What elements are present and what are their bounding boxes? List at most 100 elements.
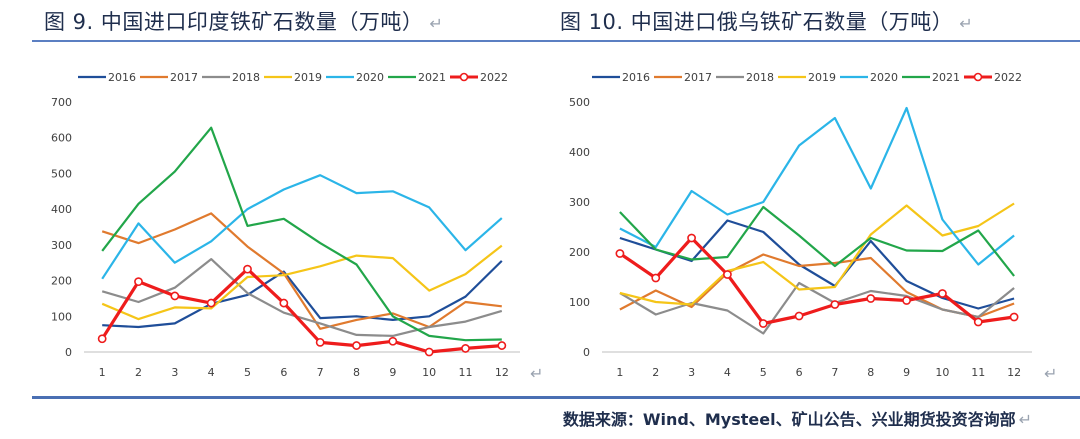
data-point-2022 <box>687 233 696 243</box>
x-tick-label: 12 <box>1007 366 1021 379</box>
data-point-2022 <box>1009 312 1019 322</box>
y-tick-label: 200 <box>569 246 590 259</box>
x-tick-label: 8 <box>353 366 360 379</box>
return-mark: ↵ <box>1018 410 1032 429</box>
legend-item-2016: 2016 <box>592 71 650 84</box>
legend-item-2022: 2022 <box>964 71 1022 84</box>
legend-marker <box>973 72 983 82</box>
data-point-2022 <box>794 311 804 321</box>
y-tick-label: 100 <box>51 310 72 323</box>
chart-title-india: 图 9. 中国进口印度铁矿石数量（万吨） ↵ <box>44 6 443 36</box>
legend-item-2019: 2019 <box>778 71 836 84</box>
legend-item-2017: 2017 <box>140 71 198 84</box>
y-tick-label: 700 <box>51 96 72 109</box>
legend-label: 2022 <box>480 71 508 84</box>
legend-label: 2020 <box>356 71 384 84</box>
chart-title-russia-ukraine: 图 10. 中国进口俄乌铁矿石数量（万吨） ↵ <box>560 6 973 36</box>
y-tick-label: 400 <box>51 203 72 216</box>
series-line-2020 <box>101 174 503 280</box>
data-point-2022 <box>352 341 361 350</box>
legend-item-2019: 2019 <box>264 71 322 84</box>
legend-label: 2019 <box>294 71 322 84</box>
legend-item-2022: 2022 <box>450 71 508 84</box>
source-note: 数据来源：Wind、Mysteel、矿山公告、兴业期货投资咨询部 ↵ <box>563 406 1032 430</box>
legend-item-2021: 2021 <box>902 71 960 84</box>
x-tick-label: 12 <box>495 366 509 379</box>
x-tick-label: 1 <box>99 366 106 379</box>
x-tick-label: 5 <box>244 366 251 379</box>
series-line-2020 <box>619 106 1015 266</box>
x-tick-label: 10 <box>935 366 949 379</box>
y-tick-label: 500 <box>51 167 72 180</box>
data-point-2022 <box>723 270 732 279</box>
x-tick-label: 3 <box>688 366 695 379</box>
data-point-2022 <box>461 344 470 353</box>
data-point-2022 <box>497 341 507 350</box>
series-line-2016 <box>102 260 503 329</box>
data-point-2022 <box>170 291 180 301</box>
legend-item-2017: 2017 <box>654 71 712 84</box>
x-tick-label: 5 <box>760 366 767 379</box>
x-tick-label: 2 <box>135 366 142 379</box>
legend-label: 2020 <box>870 71 898 84</box>
legend-label: 2018 <box>232 71 260 84</box>
source-text: 数据来源：Wind、Mysteel、矿山公告、兴业期货投资咨询部 <box>562 410 1016 429</box>
x-tick-label: 6 <box>796 366 803 379</box>
top-divider <box>32 40 1080 42</box>
y-tick-label: 200 <box>51 275 72 288</box>
legend-item-2018: 2018 <box>202 71 260 84</box>
series-line-2018 <box>101 258 503 337</box>
y-tick-label: 300 <box>51 239 72 252</box>
y-tick-label: 400 <box>569 146 590 159</box>
x-tick-label: 6 <box>280 366 287 379</box>
data-point-2022 <box>758 319 768 328</box>
data-point-2022 <box>315 337 325 347</box>
x-tick-label: 10 <box>422 366 436 379</box>
legend-label: 2022 <box>994 71 1022 84</box>
legend-label: 2018 <box>746 71 774 84</box>
chart-title-india-text: 图 9. 中国进口印度铁矿石数量（万吨） <box>44 10 424 34</box>
y-tick-label: 300 <box>569 196 590 209</box>
series-line-2021 <box>101 126 502 342</box>
x-tick-label: 7 <box>831 366 838 379</box>
data-point-2022 <box>424 347 434 357</box>
data-point-2022 <box>651 273 661 283</box>
data-point-2022 <box>830 300 840 309</box>
x-tick-label: 4 <box>724 366 731 379</box>
series-line-2021 <box>619 205 1015 277</box>
legend-label: 2017 <box>170 71 198 84</box>
x-tick-label: 8 <box>867 366 874 379</box>
legend-label: 2016 <box>108 71 136 84</box>
x-tick-label: 4 <box>208 366 215 379</box>
y-tick-label: 100 <box>569 296 590 309</box>
legend-item-2018: 2018 <box>716 71 774 84</box>
data-point-2022 <box>206 298 216 308</box>
legend-label: 2017 <box>684 71 712 84</box>
data-point-2022 <box>388 336 398 346</box>
x-tick-label: 11 <box>459 366 473 379</box>
data-point-2022 <box>97 334 107 344</box>
data-point-2022 <box>615 249 625 258</box>
series-line-2022 <box>100 267 502 354</box>
return-mark: ↵ <box>1044 364 1058 383</box>
x-tick-label: 7 <box>317 366 324 379</box>
legend-label: 2016 <box>622 71 650 84</box>
return-mark: ↵ <box>429 14 444 33</box>
data-point-2022 <box>902 296 911 305</box>
series-line-2017 <box>101 212 502 330</box>
y-tick-label: 0 <box>583 346 590 359</box>
legend-label: 2019 <box>808 71 836 84</box>
data-point-2022 <box>866 294 876 303</box>
data-point-2022 <box>279 298 289 308</box>
data-point-2022 <box>134 277 143 287</box>
return-mark: ↵ <box>959 14 974 33</box>
data-point-2022 <box>938 289 947 298</box>
data-point-2022 <box>243 264 252 274</box>
x-tick-label: 3 <box>171 366 178 379</box>
legend-marker <box>459 72 469 82</box>
bottom-divider <box>32 396 1080 399</box>
legend-label: 2021 <box>418 71 446 84</box>
x-tick-label: 9 <box>903 366 910 379</box>
